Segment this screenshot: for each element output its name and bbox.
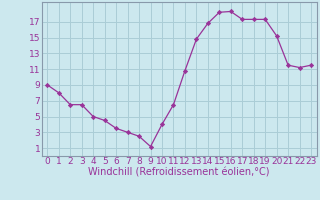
X-axis label: Windchill (Refroidissement éolien,°C): Windchill (Refroidissement éolien,°C) bbox=[88, 168, 270, 178]
